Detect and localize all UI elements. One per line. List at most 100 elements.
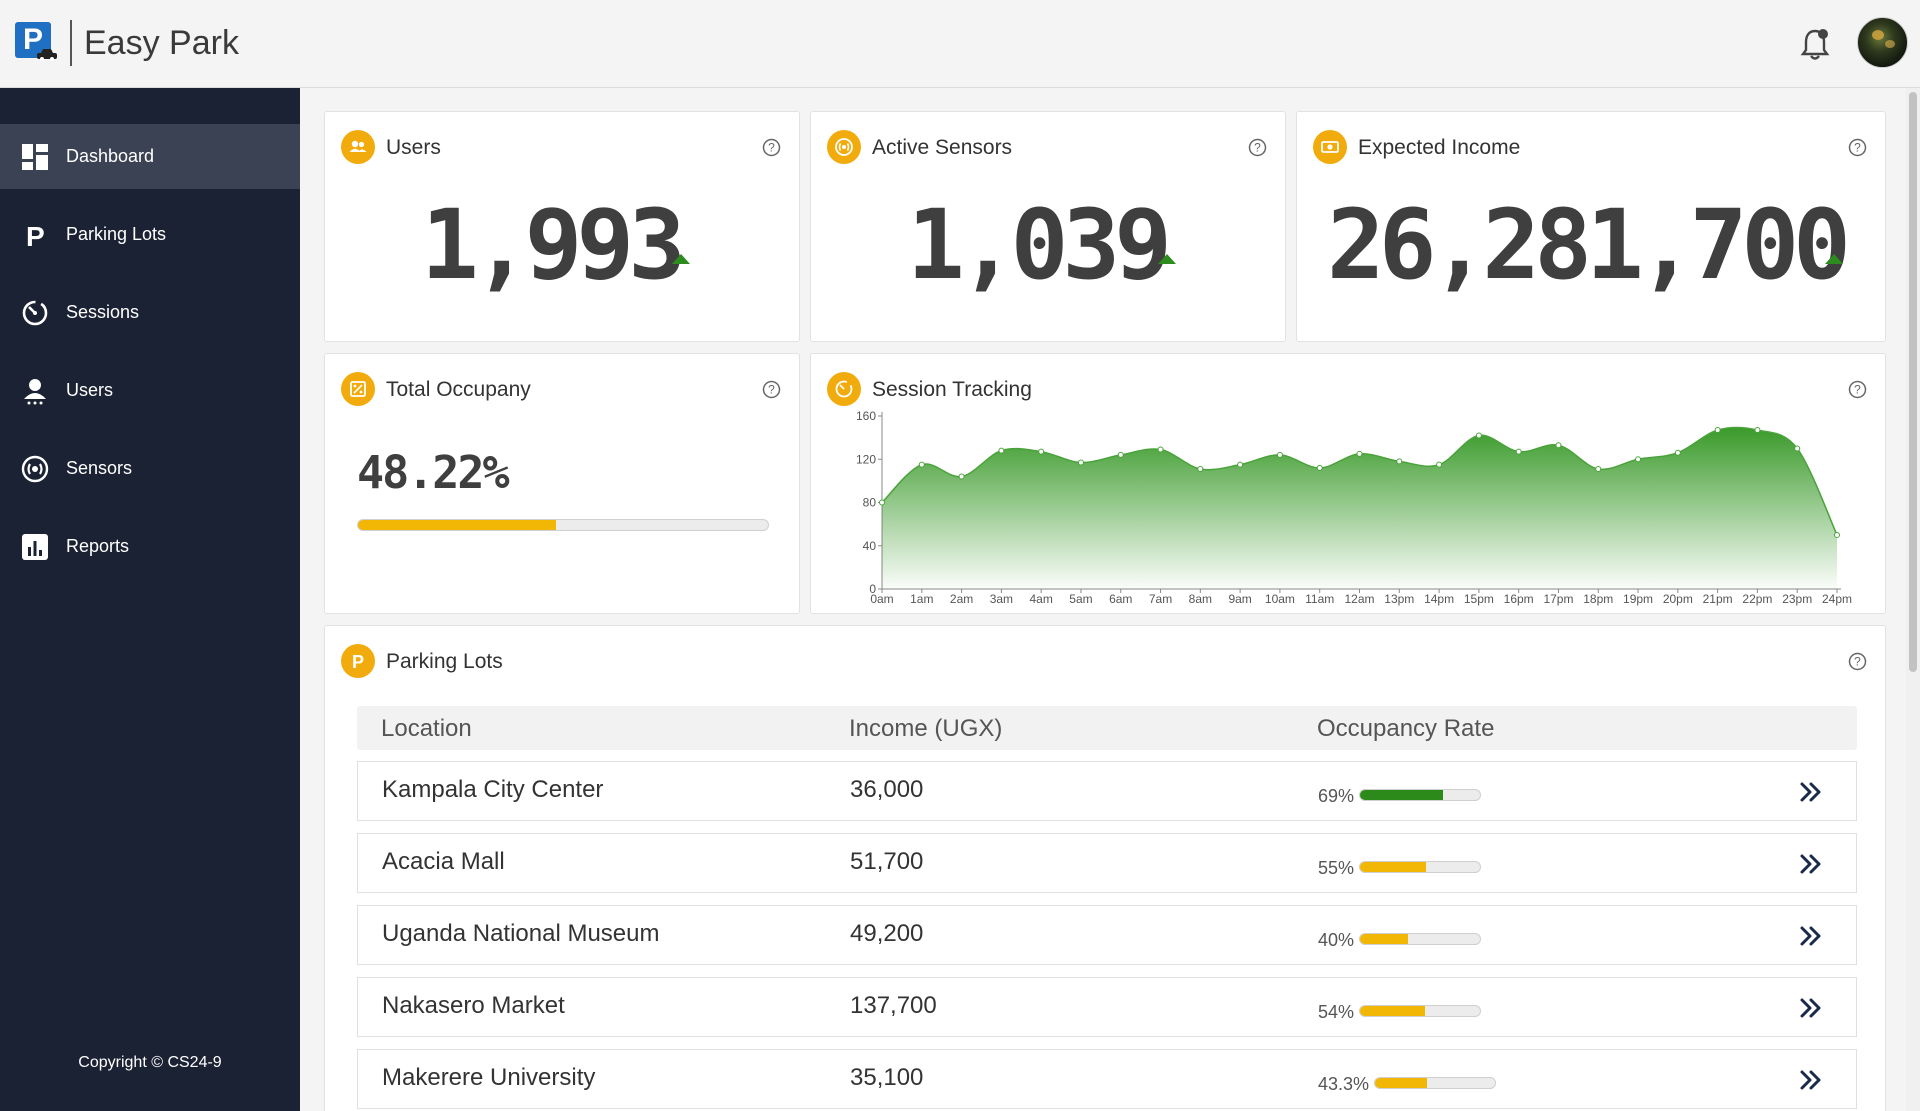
session-data-point [1117,451,1124,458]
card-title: Users [386,136,441,159]
session-data-point [1834,531,1840,538]
svg-text:P: P [352,652,364,671]
income-cell: 49,200 [850,920,924,947]
session-tracking-card: Session Tracking ? 0 40 80 120 160 0am 1am 2am 3… [810,353,1886,614]
occupancy-rate-fill [1360,790,1443,800]
svg-text:?: ? [1854,141,1861,155]
help-icon[interactable]: ? [762,380,781,399]
help-icon[interactable]: ? [762,138,781,157]
session-data-point [1276,451,1283,458]
session-data-point [1714,427,1721,434]
occupancy-rate-bar [1359,1005,1481,1017]
double-chevron-right-icon[interactable] [1799,1069,1823,1091]
sidebar-item-label: Reports [66,536,130,556]
session-data-point [1197,465,1204,472]
expected-income-card: Expected Income ? 26,281,700 [1296,111,1886,342]
card-title: Total Occupany [386,378,531,401]
occupancy-rate-fill [1360,934,1408,944]
table-row[interactable]: Uganda National Museum 49,200 40% [357,905,1857,965]
double-chevron-right-icon[interactable] [1799,997,1823,1019]
session-data-point [1077,459,1084,466]
sidebar-item-reports[interactable]: Reports [0,514,300,579]
occupancy-rate-fill [1375,1078,1427,1088]
occupancy-rate-fill [1360,1006,1425,1016]
top-header: P Easy Park [0,0,1920,88]
session-data-point [1356,450,1363,457]
occupancy-progress-bar [357,519,769,531]
sidebar-item-label: Parking Lots [66,224,167,244]
parking-icon: P [341,644,375,678]
sidebar-item-sessions[interactable]: Sessions [0,280,300,345]
session-data-point [1038,448,1045,455]
card-title: Active Sensors [872,136,1013,159]
table-row[interactable]: Nakasero Market 137,700 54% [357,977,1857,1037]
session-data-point [1635,456,1642,463]
double-chevron-right-icon[interactable] [1799,925,1823,947]
session-data-point [1436,461,1443,468]
timer-icon [20,298,50,328]
scrollbar-thumb[interactable] [1909,92,1917,672]
users-count: 1,993 [421,189,686,301]
sidebar-item-dashboard[interactable]: Dashboard [0,124,300,189]
svg-text:?: ? [768,141,775,155]
x-tick-label: 5am [1069,592,1092,606]
x-tick-label: 11am [1305,592,1334,606]
y-tick-label: 80 [863,496,877,510]
card-title: Parking Lots [386,650,503,673]
card-title: Expected Income [1358,136,1521,159]
y-tick-label: 160 [856,409,876,423]
x-tick-label: 6am [1109,592,1132,606]
help-icon[interactable]: ? [1248,138,1267,157]
session-data-point [1794,445,1801,452]
column-header-income[interactable]: Income (UGX) [849,715,1003,742]
trend-up-icon [1825,254,1843,264]
double-chevron-right-icon[interactable] [1799,781,1823,803]
parking-icon: P [20,220,50,250]
x-tick-label: 24pm [1822,592,1852,606]
session-data-point [1674,449,1681,456]
sidebar-item-parking-lots[interactable]: P Parking Lots [0,202,300,267]
x-tick-label: 17pm [1543,592,1573,606]
table-row[interactable]: Makerere University 35,100 43.3% [357,1049,1857,1109]
help-icon[interactable]: ? [1848,652,1867,671]
sidebar-item-label: Users [66,380,114,400]
occupancy-rate-fill [1360,862,1426,872]
sidebar-item-label: Sensors [66,458,133,478]
sidebar-item-sensors[interactable]: Sensors [0,436,300,501]
easy-park-logo-icon[interactable]: P [15,22,58,65]
table-row[interactable]: Kampala City Center 36,000 69% [357,761,1857,821]
copyright-text: Copyright © CS24-9 [78,1054,222,1071]
x-tick-label: 9am [1228,592,1251,606]
session-data-point [1475,432,1482,439]
double-chevron-right-icon[interactable] [1799,853,1823,875]
occupancy-rate-text: 54% [1318,1002,1355,1022]
user-avatar[interactable] [1857,17,1908,68]
occupancy-rate-bar [1359,861,1481,873]
income-cell: 51,700 [850,848,924,875]
sidebar: Dashboard P Parking Lots Sessions Users … [0,88,300,1111]
location-cell: Nakasero Market [382,992,565,1019]
active-sensors-card: Active Sensors ? 1,039 [810,111,1286,342]
x-tick-label: 19pm [1623,592,1653,606]
column-header-location[interactable]: Location [381,715,472,742]
x-tick-label: 18pm [1583,592,1613,606]
occupancy-progress-fill [358,520,556,530]
x-tick-label: 21pm [1703,592,1733,606]
help-icon[interactable]: ? [1848,138,1867,157]
y-tick-label: 120 [856,452,876,466]
x-tick-label: 1am [910,592,933,606]
help-icon[interactable]: ? [1848,380,1867,399]
page-scrollbar[interactable] [1906,88,1920,1111]
x-tick-label: 23pm [1782,592,1812,606]
sidebar-item-users[interactable]: Users [0,358,300,423]
session-data-point [1396,458,1403,465]
table-row[interactable]: Acacia Mall 51,700 55% [357,833,1857,893]
occupancy-rate-text: 43.3% [1318,1074,1370,1094]
occupancy-icon [341,372,375,406]
notification-bell-icon[interactable] [1798,26,1832,62]
occupancy-rate-text: 55% [1318,858,1355,878]
app-title: Easy Park [84,24,239,62]
location-cell: Uganda National Museum [382,920,660,947]
occupancy-rate-bar [1374,1077,1496,1089]
column-header-occupancy-rate[interactable]: Occupancy Rate [1317,715,1495,742]
